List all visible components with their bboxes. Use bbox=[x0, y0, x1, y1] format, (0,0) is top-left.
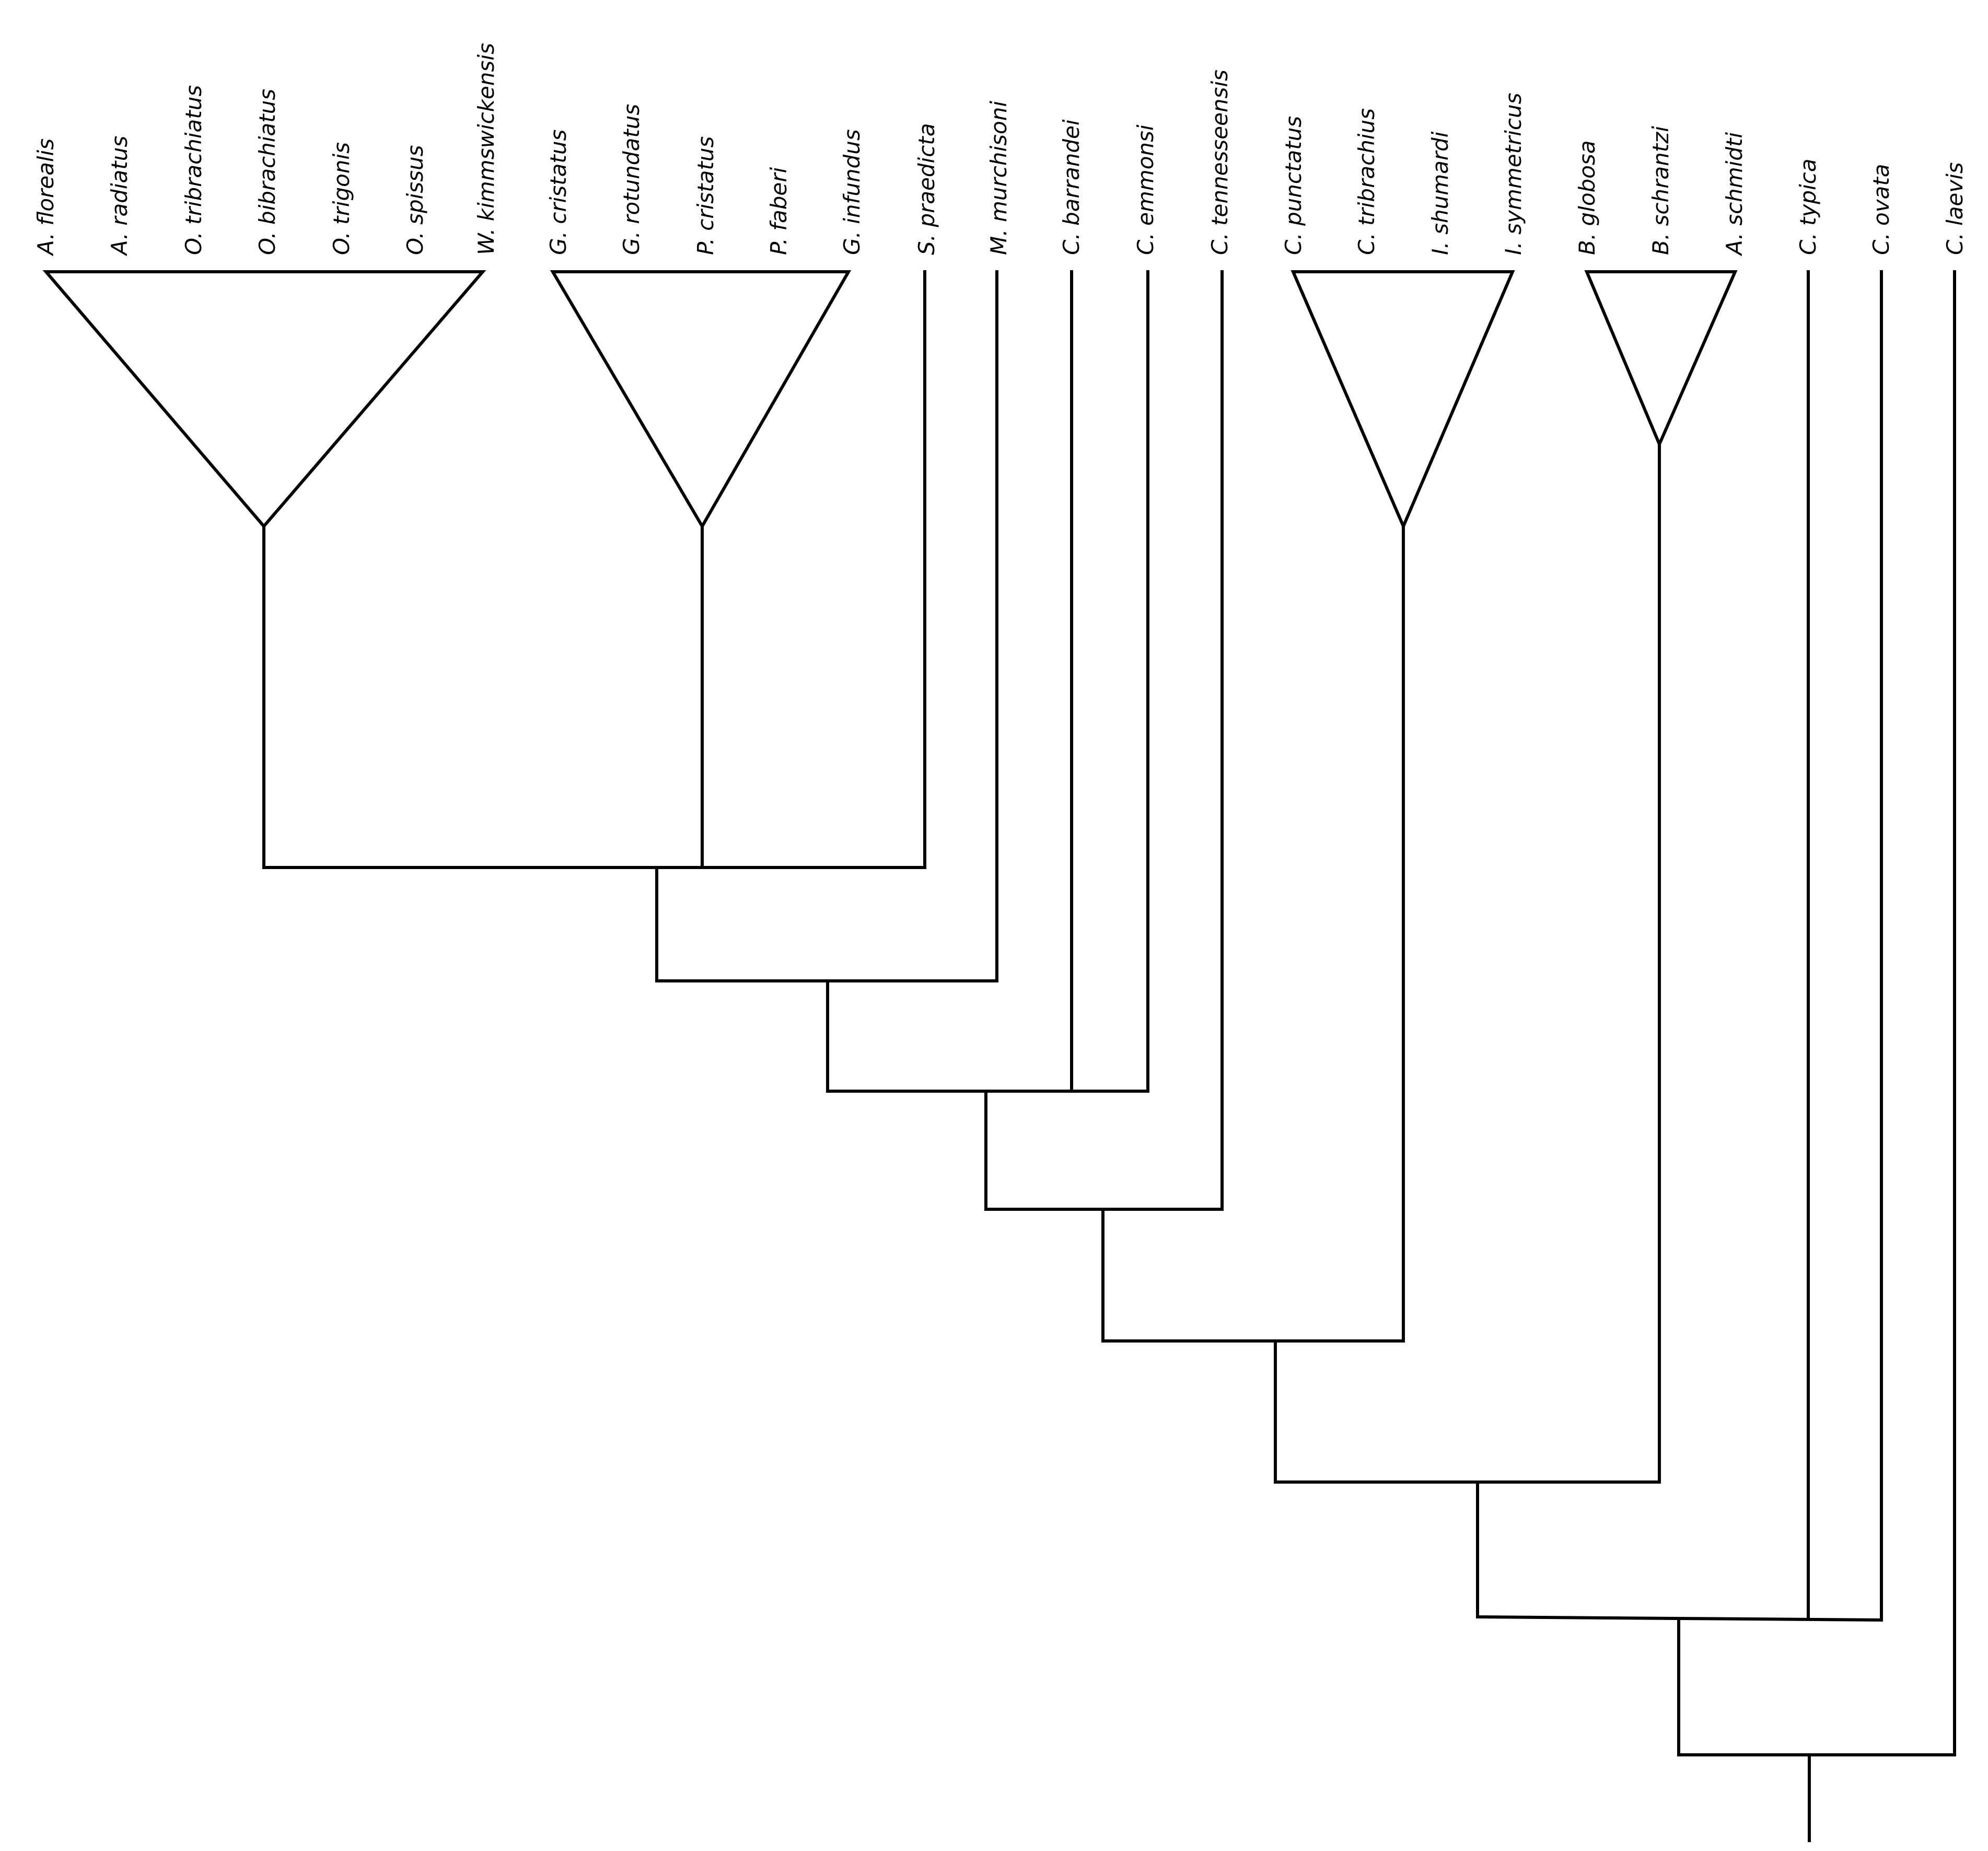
taxon-label-c-punctatus: C. punctatus bbox=[1281, 116, 1306, 255]
taxon-label-c-barrandei: C. barrandei bbox=[1059, 119, 1084, 255]
node-5 bbox=[1101, 1208, 1405, 1343]
taxon-label-w-kimmswickensis: W. kimmswickensis bbox=[473, 43, 499, 255]
taxon-label-o-spissus: O. spissus bbox=[402, 145, 428, 255]
node-2 bbox=[655, 866, 998, 982]
taxon-label-c-ovata: C. ovata bbox=[1868, 164, 1894, 255]
taxon-label-i-shumardi: I. shumardi bbox=[1427, 131, 1453, 255]
taxon-label-o-tribrachiatus: O. tribrachiatus bbox=[181, 85, 206, 255]
taxon-label-g-rotundatus: G. rotundatus bbox=[619, 104, 644, 255]
clade-triangle-a bbox=[42, 270, 486, 529]
taxon-label-g-infundus: G. infundus bbox=[839, 129, 865, 255]
taxon-label-c-laevis: C. laevis bbox=[1942, 162, 1968, 255]
node-8 bbox=[1677, 1617, 1956, 1756]
taxon-label-o-bibrachiatus: O. bibrachiatus bbox=[254, 89, 280, 255]
taxon-labels: A. florealis A. radiatus O. tribrachiatu… bbox=[33, 43, 1968, 257]
node-6 bbox=[1274, 1339, 1661, 1484]
node-4 bbox=[984, 1090, 1224, 1211]
taxon-label-p-cristatus: P. cristatus bbox=[693, 136, 718, 255]
taxon-label-g-cristatus: G. cristatus bbox=[545, 130, 571, 255]
taxon-label-s-praedicta: S. praedicta bbox=[914, 123, 939, 256]
node-7 bbox=[1476, 1480, 1884, 1622]
taxon-label-a-schmidti: A. schmidti bbox=[1722, 132, 1747, 257]
taxon-label-p-faberi: P. faberi bbox=[766, 167, 792, 255]
taxon-label-b-globosa: B. globosa bbox=[1574, 140, 1600, 255]
collapsed-clades bbox=[42, 270, 1738, 530]
clade-triangle-d bbox=[1584, 270, 1738, 448]
taxon-label-a-radiatus: A. radiatus bbox=[107, 136, 132, 257]
taxon-label-c-typica: C. typica bbox=[1795, 158, 1821, 255]
taxon-label-c-tribrachius: C. tribrachius bbox=[1354, 108, 1379, 255]
taxon-label-c-emmonsi: C. emmonsi bbox=[1133, 124, 1158, 255]
node-3 bbox=[826, 979, 1149, 1093]
clade-triangle-b bbox=[550, 270, 852, 529]
taxon-label-a-florealis: A. florealis bbox=[33, 138, 59, 257]
taxon-label-o-trigonis: O. trigonis bbox=[329, 142, 354, 255]
taxon-label-b-schrantzi: B. schrantzi bbox=[1648, 126, 1673, 255]
taxon-label-i-symmetricus: I. symmetricus bbox=[1501, 93, 1526, 256]
taxon-label-c-tennesseensis: C. tennesseensis bbox=[1207, 70, 1233, 255]
clade-triangle-c bbox=[1291, 270, 1515, 530]
tree-branches bbox=[262, 270, 1956, 1842]
taxon-label-m-murchisoni: M. murchisoni bbox=[986, 101, 1012, 255]
